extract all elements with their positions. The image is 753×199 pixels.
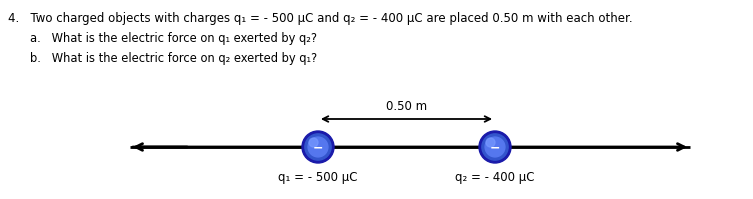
Circle shape [305,134,331,160]
Text: b.   What is the electric force on q₂ exerted by q₁?: b. What is the electric force on q₂ exer… [30,52,317,65]
Circle shape [485,137,505,157]
Text: −: − [312,141,323,154]
Text: a.   What is the electric force on q₁ exerted by q₂?: a. What is the electric force on q₁ exer… [30,32,317,45]
Circle shape [482,134,508,160]
Text: 4.   Two charged objects with charges q₁ = - 500 μC and q₂ = - 400 μC are placed: 4. Two charged objects with charges q₁ =… [8,12,633,25]
Text: q₁ = - 500 μC: q₁ = - 500 μC [279,171,358,184]
Circle shape [302,131,334,163]
Circle shape [308,137,328,157]
Circle shape [309,138,318,147]
Text: −: − [489,141,500,154]
Circle shape [486,138,495,147]
Text: q₂ = - 400 μC: q₂ = - 400 μC [456,171,535,184]
Circle shape [479,131,511,163]
Text: 0.50 m: 0.50 m [386,100,427,113]
